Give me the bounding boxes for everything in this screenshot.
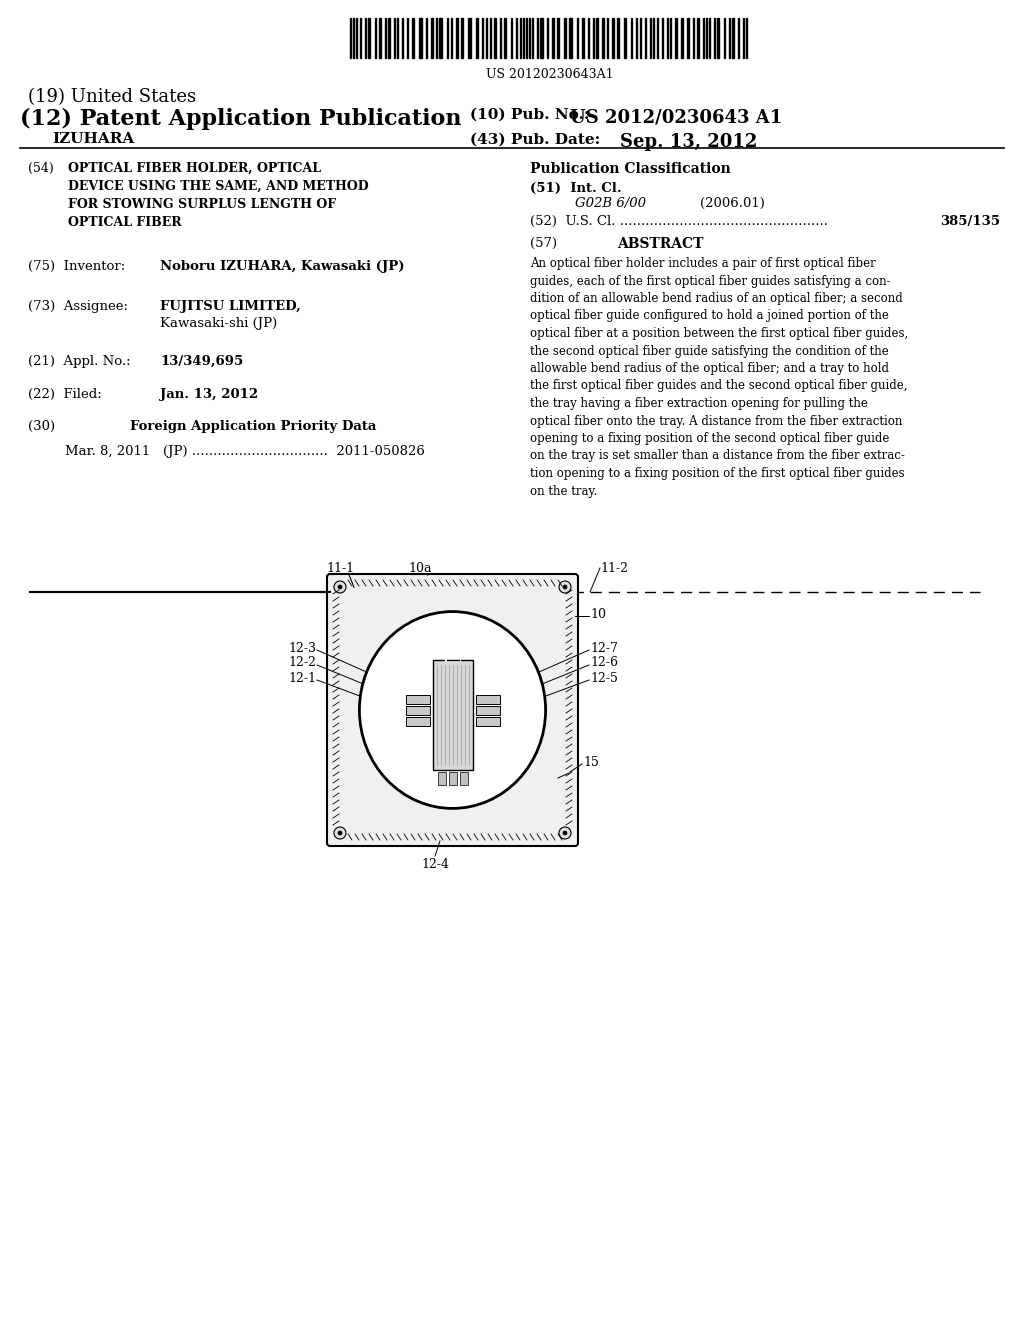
- Bar: [431, 18, 433, 58]
- Circle shape: [563, 585, 567, 589]
- Bar: [504, 18, 506, 58]
- Text: 12-3: 12-3: [288, 642, 316, 655]
- Bar: [494, 18, 496, 58]
- Text: (19) United States: (19) United States: [28, 88, 197, 106]
- Text: (54): (54): [28, 162, 53, 176]
- Text: Foreign Application Priority Data: Foreign Application Priority Data: [130, 420, 377, 433]
- Text: 15: 15: [583, 755, 599, 768]
- Circle shape: [563, 832, 567, 836]
- Bar: [460, 772, 468, 785]
- Bar: [675, 18, 677, 58]
- Text: 12-5: 12-5: [590, 672, 617, 685]
- Bar: [406, 706, 429, 715]
- Bar: [552, 18, 554, 58]
- Text: 12-2: 12-2: [288, 656, 316, 669]
- Text: (73)  Assignee:: (73) Assignee:: [28, 300, 128, 313]
- Bar: [697, 18, 699, 58]
- Text: US 20120230643A1: US 20120230643A1: [486, 69, 613, 81]
- Bar: [540, 18, 543, 58]
- Bar: [687, 18, 689, 58]
- Bar: [475, 696, 500, 704]
- Text: An optical fiber holder includes a pair of first optical fiber
guides, each of t: An optical fiber holder includes a pair …: [530, 257, 908, 498]
- Text: FUJITSU LIMITED,: FUJITSU LIMITED,: [160, 300, 301, 313]
- Text: Sep. 13, 2012: Sep. 13, 2012: [620, 133, 758, 150]
- Text: 10a: 10a: [409, 562, 432, 576]
- Bar: [717, 18, 719, 58]
- Text: (10) Pub. No.:: (10) Pub. No.:: [470, 108, 590, 121]
- Text: Kawasaki-shi (JP): Kawasaki-shi (JP): [160, 317, 278, 330]
- Text: 11-1: 11-1: [326, 562, 354, 576]
- Text: US 2012/0230643 A1: US 2012/0230643 A1: [570, 108, 782, 125]
- Bar: [582, 18, 584, 58]
- Text: Jan. 13, 2012: Jan. 13, 2012: [160, 388, 258, 401]
- Circle shape: [334, 581, 346, 593]
- Bar: [412, 18, 414, 58]
- Bar: [624, 18, 626, 58]
- Text: 12-1: 12-1: [288, 672, 316, 685]
- Bar: [368, 18, 370, 58]
- Text: (22)  Filed:: (22) Filed:: [28, 388, 101, 401]
- Text: Publication Classification: Publication Classification: [530, 162, 731, 176]
- Circle shape: [338, 832, 342, 836]
- Text: OPTICAL FIBER HOLDER, OPTICAL
DEVICE USING THE SAME, AND METHOD
FOR STOWING SURP: OPTICAL FIBER HOLDER, OPTICAL DEVICE USI…: [68, 162, 369, 228]
- Bar: [419, 18, 422, 58]
- Text: (30): (30): [28, 420, 55, 433]
- Text: Noboru IZUHARA, Kawasaki (JP): Noboru IZUHARA, Kawasaki (JP): [160, 260, 404, 273]
- Text: 385/135: 385/135: [940, 215, 1000, 228]
- Bar: [437, 772, 445, 785]
- Bar: [461, 18, 463, 58]
- FancyBboxPatch shape: [327, 574, 578, 846]
- Bar: [439, 18, 442, 58]
- Bar: [569, 18, 572, 58]
- Bar: [449, 772, 457, 785]
- Text: (52)  U.S. Cl. .................................................: (52) U.S. Cl. ..........................…: [530, 215, 828, 228]
- Bar: [475, 706, 500, 715]
- Circle shape: [559, 828, 571, 840]
- Text: (2006.01): (2006.01): [700, 197, 765, 210]
- Text: 12-6: 12-6: [590, 656, 618, 669]
- Bar: [602, 18, 604, 58]
- Text: 12-7: 12-7: [590, 642, 617, 655]
- Text: (43) Pub. Date:: (43) Pub. Date:: [470, 133, 600, 147]
- Bar: [456, 18, 458, 58]
- Bar: [406, 696, 429, 704]
- Text: (57): (57): [530, 238, 557, 249]
- Bar: [379, 18, 381, 58]
- Bar: [596, 18, 598, 58]
- Bar: [475, 717, 500, 726]
- Circle shape: [338, 585, 342, 589]
- Bar: [732, 18, 734, 58]
- Bar: [557, 18, 559, 58]
- Bar: [468, 18, 471, 58]
- Text: IZUHARA: IZUHARA: [52, 132, 134, 147]
- Text: Mar. 8, 2011   (JP) ................................  2011-050826: Mar. 8, 2011 (JP) ......................…: [65, 445, 425, 458]
- Bar: [612, 18, 614, 58]
- Bar: [617, 18, 618, 58]
- Bar: [406, 717, 429, 726]
- Circle shape: [559, 581, 571, 593]
- Bar: [476, 18, 478, 58]
- Text: (12) Patent Application Publication: (12) Patent Application Publication: [20, 108, 462, 131]
- Bar: [432, 660, 472, 770]
- Bar: [564, 18, 566, 58]
- Text: (21)  Appl. No.:: (21) Appl. No.:: [28, 355, 131, 368]
- Text: 10: 10: [590, 607, 606, 620]
- Text: 13/349,695: 13/349,695: [160, 355, 244, 368]
- Ellipse shape: [359, 611, 546, 808]
- Bar: [681, 18, 683, 58]
- Text: (75)  Inventor:: (75) Inventor:: [28, 260, 125, 273]
- Bar: [388, 18, 390, 58]
- Circle shape: [334, 828, 346, 840]
- Text: ABSTRACT: ABSTRACT: [616, 238, 703, 251]
- Text: (51)  Int. Cl.: (51) Int. Cl.: [530, 182, 622, 195]
- Text: G02B 6/00: G02B 6/00: [575, 197, 646, 210]
- Text: 12-4: 12-4: [421, 858, 449, 871]
- Text: 11-2: 11-2: [600, 562, 628, 576]
